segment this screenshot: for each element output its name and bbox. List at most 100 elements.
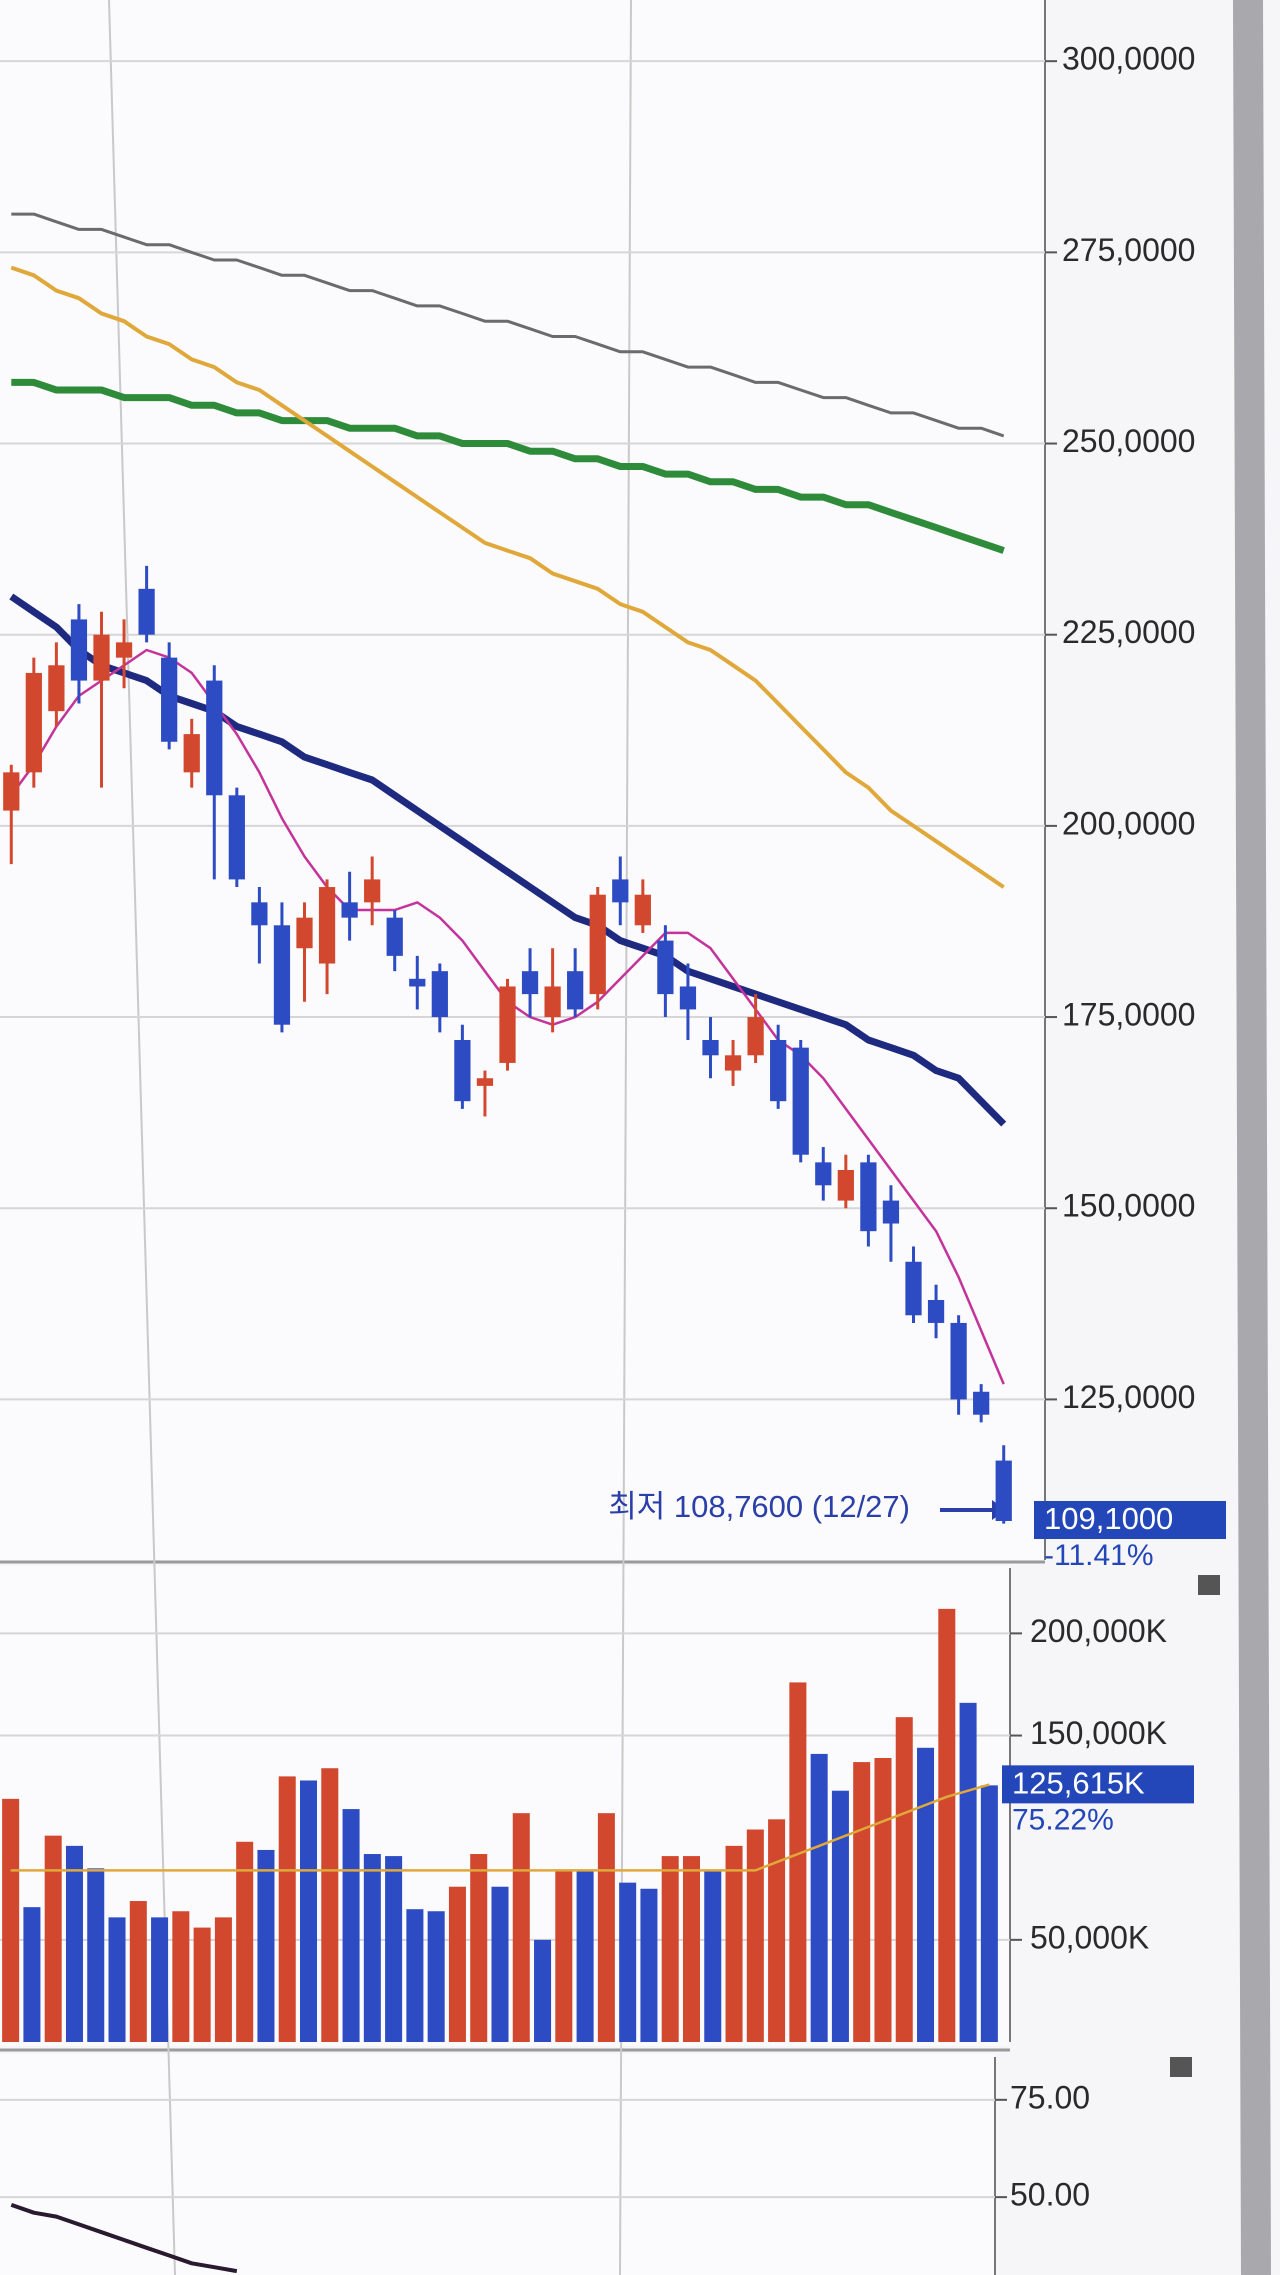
- candle-body: [273, 925, 291, 1025]
- candle-body: [3, 772, 20, 811]
- volume-bar: [448, 1886, 466, 2042]
- volume-bar: [363, 1854, 381, 2042]
- volume-bar: [640, 1888, 658, 2042]
- y-tick-label: 75.00: [1010, 2079, 1090, 2115]
- candle-body: [183, 734, 200, 773]
- candle-body: [93, 634, 110, 681]
- volume-bar: [597, 1813, 615, 2042]
- y-tick-label: 250,0000: [1062, 423, 1195, 459]
- volume-bar: [23, 1907, 41, 2042]
- screen-bezel: [1233, 0, 1271, 2275]
- date-grid-line: [108, 0, 176, 2275]
- candle-body: [882, 1200, 900, 1224]
- candle-body: [296, 917, 313, 949]
- candle-body: [409, 978, 426, 987]
- candle-body: [995, 1460, 1012, 1521]
- candle-body: [770, 1040, 787, 1102]
- volume-bar: [831, 1790, 849, 2042]
- candle-body: [341, 902, 358, 918]
- current-value-label: 109,1000: [1044, 1501, 1173, 1536]
- volume-bar: [406, 1909, 424, 2042]
- moving-average-line: [10, 1783, 990, 1872]
- change-label: 75.22%: [1012, 1803, 1114, 1836]
- candle-body: [634, 894, 651, 926]
- candle-body: [521, 971, 539, 995]
- close-button[interactable]: [1170, 2057, 1192, 2077]
- volume-bar: [257, 1849, 275, 2042]
- candle-body: [25, 672, 42, 773]
- y-tick-label: 150,000K: [1030, 1715, 1167, 1751]
- candle-body: [138, 588, 155, 635]
- candle-body: [251, 902, 268, 926]
- indicator-panel: [0, 2054, 995, 2275]
- candle-body: [48, 665, 65, 712]
- current-value-box: [1034, 1501, 1226, 1539]
- y-tick-label: 150,0000: [1062, 1188, 1195, 1224]
- candle-body: [115, 642, 133, 658]
- candle-body: [228, 795, 245, 880]
- volume-bar: [87, 1868, 105, 2042]
- volume-bar: [980, 1785, 998, 2042]
- volume-bar: [725, 1845, 743, 2042]
- volume-bar: [300, 1780, 318, 2042]
- moving-average-line: [11, 212, 1005, 438]
- y-tick-label: 175,0000: [1062, 997, 1195, 1033]
- candle-body: [544, 986, 561, 1018]
- volume-bar: [619, 1882, 637, 2042]
- volume-bar: [342, 1809, 360, 2042]
- volume-bar: [661, 1856, 679, 2042]
- volume-bar: [746, 1829, 764, 2042]
- volume-bar: [491, 1886, 509, 2042]
- volume-bar: [172, 1911, 190, 2042]
- candle-body: [386, 917, 403, 956]
- candle-body: [567, 971, 584, 1010]
- y-tick-label: 50,000K: [1030, 1919, 1149, 1955]
- candle-body: [657, 940, 674, 995]
- volume-bar: [129, 1901, 147, 2042]
- candle-body: [70, 619, 88, 681]
- candle-body: [724, 1055, 742, 1071]
- candle-body: [702, 1040, 719, 1056]
- volume-bar: [2, 1798, 20, 2042]
- volume-bar: [555, 1870, 573, 2042]
- volume-bar: [704, 1870, 722, 2042]
- volume-bar: [853, 1762, 871, 2042]
- current-value-label: 125,615K: [1012, 1766, 1145, 1801]
- close-button[interactable]: [1198, 1575, 1220, 1595]
- candle-body: [973, 1391, 990, 1415]
- candle-body: [905, 1261, 922, 1316]
- candle-body: [747, 1017, 764, 1056]
- volume-bar: [768, 1819, 786, 2042]
- candle-body: [860, 1162, 877, 1232]
- change-label: -11.41%: [1044, 1539, 1154, 1572]
- candle-body: [950, 1322, 967, 1400]
- candle-body: [431, 971, 448, 1018]
- volume-bar: [427, 1911, 445, 2042]
- volume-bar: [959, 1702, 977, 2042]
- y-tick-label: 200,000K: [1030, 1613, 1167, 1649]
- volume-bar: [193, 1927, 211, 2042]
- candle-body: [679, 986, 697, 1010]
- moving-average-line: [10, 265, 1005, 889]
- volume-bar: [512, 1813, 530, 2042]
- volume-bar: [576, 1870, 594, 2042]
- moving-average-line: [10, 2203, 238, 2274]
- volume-bar: [321, 1768, 339, 2042]
- volume-bar: [236, 1841, 254, 2042]
- candle-body: [499, 986, 516, 1063]
- candle-body: [612, 879, 629, 903]
- volume-bar: [874, 1758, 892, 2042]
- volume-bar: [214, 1917, 232, 2042]
- volume-bar: [917, 1747, 935, 2042]
- volume-bar: [810, 1753, 828, 2042]
- volume-bar: [789, 1682, 807, 2042]
- candle-body: [792, 1047, 809, 1155]
- volume-bar: [108, 1917, 126, 2042]
- volume-bar: [65, 1845, 83, 2042]
- candle-body: [318, 887, 336, 964]
- candle-body: [815, 1162, 832, 1186]
- candle-body: [589, 894, 606, 995]
- y-tick-label: 300,0000: [1062, 41, 1195, 77]
- candle-body: [837, 1170, 854, 1201]
